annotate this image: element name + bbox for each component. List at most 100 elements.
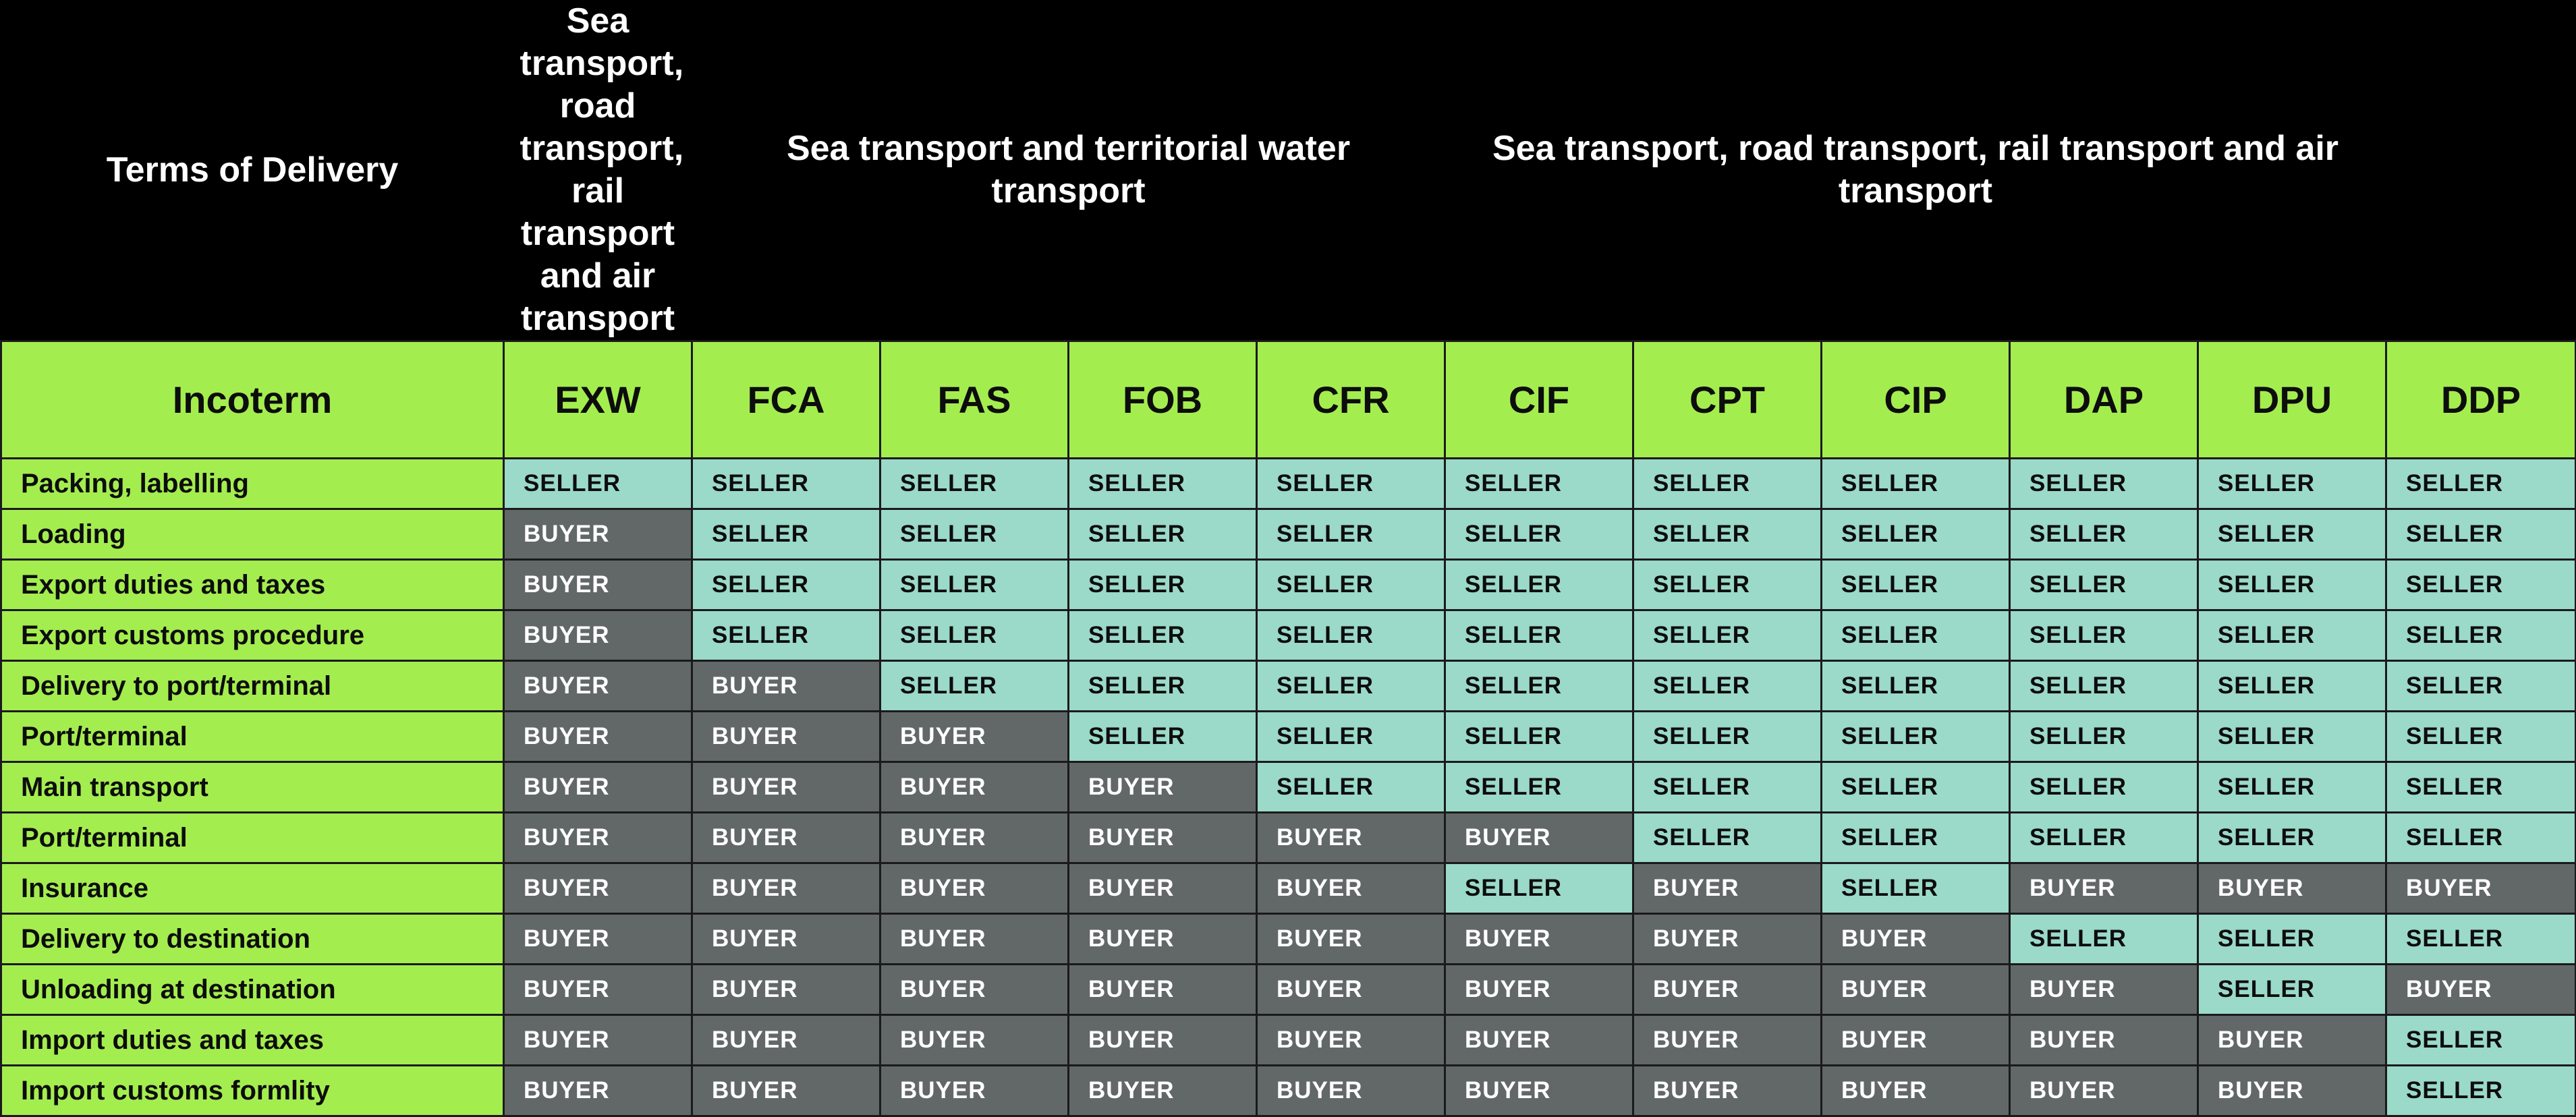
responsibility-cell-fca: BUYER (691, 1014, 881, 1066)
responsibility-cell-cfr: SELLER (1256, 710, 1446, 763)
responsibility-cell-cpt: SELLER (1632, 660, 1822, 712)
responsibility-cell-cpt: SELLER (1632, 710, 1822, 763)
responsibility-cell-dap: SELLER (2009, 457, 2199, 510)
table-row: Main transport BUYER BUYER BUYER BUYER SELLER… (0, 761, 2576, 813)
responsibility-cell-dpu: SELLER (2196, 913, 2388, 965)
responsibility-cell-cfr: SELLER (1256, 457, 1446, 510)
responsibility-cell-exw: BUYER (503, 913, 693, 965)
table-row: Delivery to port/terminal BUYER BUYER SELLE… (0, 660, 2576, 712)
responsibility-cell-exw: BUYER (503, 862, 693, 915)
responsibility-cell-dap: BUYER (2009, 1064, 2199, 1117)
row-label: Loading (0, 508, 505, 561)
row-label: Export customs procedure (0, 609, 505, 662)
responsibility-cell-dap: BUYER (2009, 1014, 2199, 1066)
table-row: Import customs formlity BUYER BUYER BUYER BU… (0, 1064, 2576, 1117)
row-label: Insurance (0, 862, 505, 915)
incoterm-header-cip: CIP (1820, 340, 2011, 459)
responsibility-cell-fob: SELLER (1067, 508, 1258, 561)
incoterm-header-ddp: DDP (2385, 340, 2576, 459)
responsibility-cell-cfr: BUYER (1256, 1014, 1446, 1066)
responsibility-cell-exw: SELLER (503, 457, 693, 510)
responsibility-cell-ddp: BUYER (2385, 862, 2576, 915)
responsibility-cell-fca: BUYER (691, 710, 881, 763)
responsibility-cell-ddp: SELLER (2385, 710, 2576, 763)
responsibility-cell-exw: BUYER (503, 1014, 693, 1066)
responsibility-cell-ddp: SELLER (2385, 913, 2576, 965)
responsibility-cell-cpt: BUYER (1632, 1014, 1822, 1066)
responsibility-cell-fas: SELLER (879, 508, 1069, 561)
responsibility-cell-fas: BUYER (879, 1014, 1069, 1066)
responsibility-cell-fca: SELLER (691, 508, 881, 561)
responsibility-cell-dpu: SELLER (2196, 811, 2388, 864)
row-label: Packing, labelling (0, 457, 505, 510)
responsibility-cell-fob: BUYER (1067, 761, 1258, 813)
responsibility-cell-cip: SELLER (1820, 457, 2011, 510)
responsibility-cell-cpt: SELLER (1632, 457, 1822, 510)
responsibility-cell-fca: BUYER (691, 862, 881, 915)
responsibility-cell-fas: BUYER (879, 761, 1069, 813)
responsibility-cell-fas: SELLER (879, 609, 1069, 662)
responsibility-cell-dpu: SELLER (2196, 710, 2388, 763)
responsibility-cell-ddp: SELLER (2385, 811, 2576, 864)
incoterm-header-fob: FOB (1067, 340, 1258, 459)
responsibility-cell-dap: SELLER (2009, 761, 2199, 813)
responsibility-cell-cfr: BUYER (1256, 963, 1446, 1016)
responsibility-cell-cfr: BUYER (1256, 811, 1446, 864)
responsibility-cell-dap: SELLER (2009, 710, 2199, 763)
incoterm-heading: Incoterm (0, 340, 505, 459)
responsibility-cell-cip: BUYER (1820, 1064, 2011, 1117)
responsibility-cell-exw: BUYER (503, 1064, 693, 1117)
responsibility-cell-cpt: SELLER (1632, 558, 1822, 611)
responsibility-cell-cif: SELLER (1444, 558, 1634, 611)
responsibility-cell-cip: SELLER (1820, 609, 2011, 662)
responsibility-cell-fob: SELLER (1067, 457, 1258, 510)
responsibility-cell-cpt: SELLER (1632, 508, 1822, 561)
responsibility-cell-cif: SELLER (1444, 609, 1634, 662)
responsibility-cell-cfr: BUYER (1256, 913, 1446, 965)
responsibility-cell-exw: BUYER (503, 609, 693, 662)
incoterm-header-cif: CIF (1444, 340, 1634, 459)
responsibility-cell-cip: SELLER (1820, 558, 2011, 611)
responsibility-cell-cif: BUYER (1444, 913, 1634, 965)
responsibility-cell-cip: SELLER (1820, 660, 2011, 712)
responsibility-cell-fca: SELLER (691, 457, 881, 510)
responsibility-cell-cip: BUYER (1820, 1014, 2011, 1066)
responsibility-cell-fob: BUYER (1067, 963, 1258, 1016)
responsibility-cell-fas: SELLER (879, 558, 1069, 611)
responsibility-cell-fca: BUYER (691, 660, 881, 712)
responsibility-cell-dpu: SELLER (2196, 609, 2388, 662)
responsibility-cell-cif: BUYER (1444, 811, 1634, 864)
responsibility-cell-cfr: BUYER (1256, 862, 1446, 915)
responsibility-cell-fas: BUYER (879, 963, 1069, 1016)
responsibility-cell-dpu: BUYER (2196, 1014, 2388, 1066)
responsibility-cell-cif: SELLER (1444, 862, 1634, 915)
responsibility-cell-dpu: SELLER (2196, 963, 2388, 1016)
responsibility-cell-ddp: BUYER (2385, 963, 2576, 1016)
responsibility-cell-dpu: SELLER (2196, 558, 2388, 611)
responsibility-cell-dap: BUYER (2009, 862, 2199, 915)
incoterm-header-dap: DAP (2009, 340, 2199, 459)
responsibility-cell-cif: SELLER (1444, 508, 1634, 561)
responsibility-cell-cif: SELLER (1444, 761, 1634, 813)
table-row: Unloading at destination BUYER BUYER BUYER B… (0, 963, 2576, 1016)
incoterm-header-exw: EXW (503, 340, 693, 459)
responsibility-cell-dap: BUYER (2009, 963, 2199, 1016)
responsibility-cell-exw: BUYER (503, 963, 693, 1016)
responsibility-cell-cif: BUYER (1444, 1014, 1634, 1066)
incoterm-header-fca: FCA (691, 340, 881, 459)
responsibility-cell-fob: BUYER (1067, 862, 1258, 915)
responsibility-cell-dpu: SELLER (2196, 660, 2388, 712)
responsibility-cell-fob: BUYER (1067, 1014, 1258, 1066)
responsibility-cell-exw: BUYER (503, 761, 693, 813)
responsibility-cell-fas: BUYER (879, 710, 1069, 763)
responsibility-cell-dap: SELLER (2009, 811, 2199, 864)
row-label: Delivery to port/terminal (0, 660, 505, 712)
responsibility-cell-cfr: BUYER (1256, 1064, 1446, 1117)
responsibility-cell-fas: SELLER (879, 457, 1069, 510)
responsibility-cell-dpu: SELLER (2196, 508, 2388, 561)
group-heading-all-modes: Sea transport, road transport, rail tran… (1445, 0, 2386, 341)
responsibility-cell-fob: SELLER (1067, 609, 1258, 662)
responsibility-cell-dap: SELLER (2009, 609, 2199, 662)
responsibility-cell-dap: SELLER (2009, 913, 2199, 965)
responsibility-cell-ddp: SELLER (2385, 457, 2576, 510)
